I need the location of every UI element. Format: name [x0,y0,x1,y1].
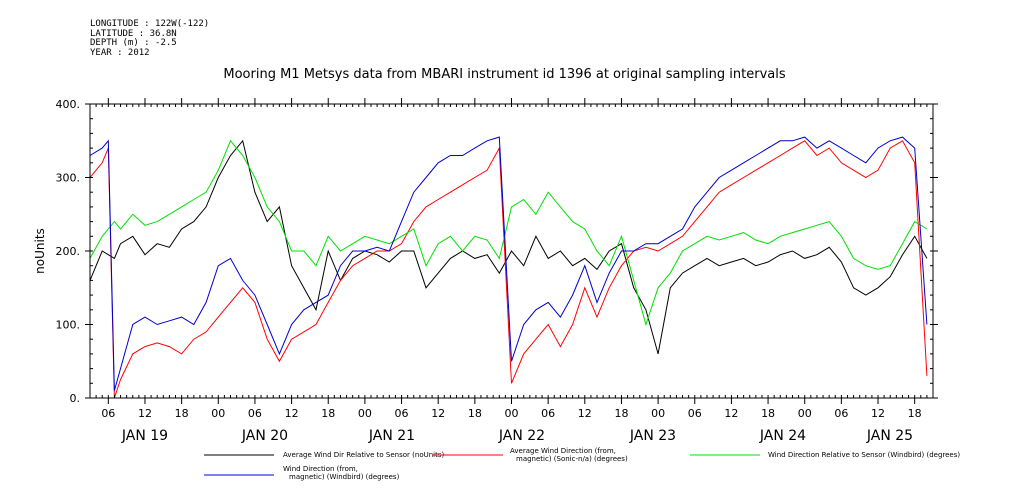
legend-label-line: Wind Direction (from, [283,465,358,473]
legend: Average Wind Dir Relative to Sensor (noU… [204,447,960,481]
x-day-label: JAN 21 [368,428,415,444]
x-tick-label: 00 [505,407,519,420]
legend-label-line: magnetic) (Windbird) (degrees) [289,473,400,481]
y-axis-label: noUnits [33,228,47,274]
x-day-label: JAN 23 [629,428,676,444]
x-day-label: JAN 20 [241,428,288,444]
x-tick-label: 06 [248,407,262,420]
legend-label-3: Wind Direction Relative to Sensor (Windb… [768,451,960,459]
x-tick-label: 12 [578,407,592,420]
y-tick-label: 0. [70,392,81,405]
x-tick-label: 00 [358,407,372,420]
x-tick-label: 18 [614,407,628,420]
y-tick-label: 300. [56,172,81,185]
x-tick-label: 18 [761,407,775,420]
x-tick-label: 00 [651,407,665,420]
x-day-label: JAN 24 [759,428,806,444]
x-tick-label: 00 [211,407,225,420]
x-tick-label: 18 [468,407,482,420]
x-day-label: JAN 22 [498,428,545,444]
x-day-label: JAN 19 [121,428,168,444]
depth-label: DEPTH (m) : -2.5 [90,38,177,48]
legend-label-4: Wind Direction (from, magnetic) (Windbird… [283,465,400,481]
series-line-2 [89,140,928,399]
legend-label-line: Average Wind Dir Relative to Sensor (noU… [283,451,444,459]
series-layer [89,136,928,399]
x-tick-label: 18 [321,407,335,420]
year-label: YEAR : 2012 [90,47,150,58]
series-line-4 [89,136,928,391]
x-tick-label: 06 [541,407,555,420]
series-line-3 [89,139,928,327]
x-tick-label: 06 [395,407,409,420]
y-tick-label: 100. [56,319,81,332]
x-tick-label: 18 [175,407,189,420]
x-tick-label: 06 [834,407,848,420]
x-tick-label: 12 [431,407,445,420]
longitude-label: LONGITUDE : 122W(-122) [90,19,210,29]
axis-layer: 0. 100. 200. 300. 400. 06 12 18 00 06 12 18 00 06 12 18… [56,98,938,444]
metadata-block: LONGITUDE : 122W(-122) LATITUDE : 36.8N … [90,19,210,58]
y-tick-label: 200. [56,245,81,258]
legend-label-1: Average Wind Dir Relative to Sensor (noU… [283,451,444,459]
x-tick-label: 06 [101,407,115,420]
x-tick-label: 12 [724,407,738,420]
chart-title: Mooring M1 Metsys data from MBARI instru… [223,67,786,82]
legend-label-line: Average Wind Direction (from, [510,447,616,455]
x-tick-label: 18 [908,407,922,420]
legend-label-line: magnetic) (Sonic-n/a) (degrees) [516,455,628,463]
x-day-label: JAN 25 [866,428,913,444]
x-tick-label: 06 [688,407,702,420]
latitude-label: LATITUDE : 36.8N [90,28,177,39]
y-tick-label: 400. [56,98,81,111]
legend-label-line: Wind Direction Relative to Sensor (Windb… [768,451,960,459]
x-tick-label: 12 [138,407,152,420]
x-tick-label: 12 [285,407,299,420]
x-tick-label: 00 [798,407,812,420]
legend-label-2: Average Wind Direction (from, magnetic) (… [510,447,628,463]
x-tick-label: 12 [871,407,885,420]
